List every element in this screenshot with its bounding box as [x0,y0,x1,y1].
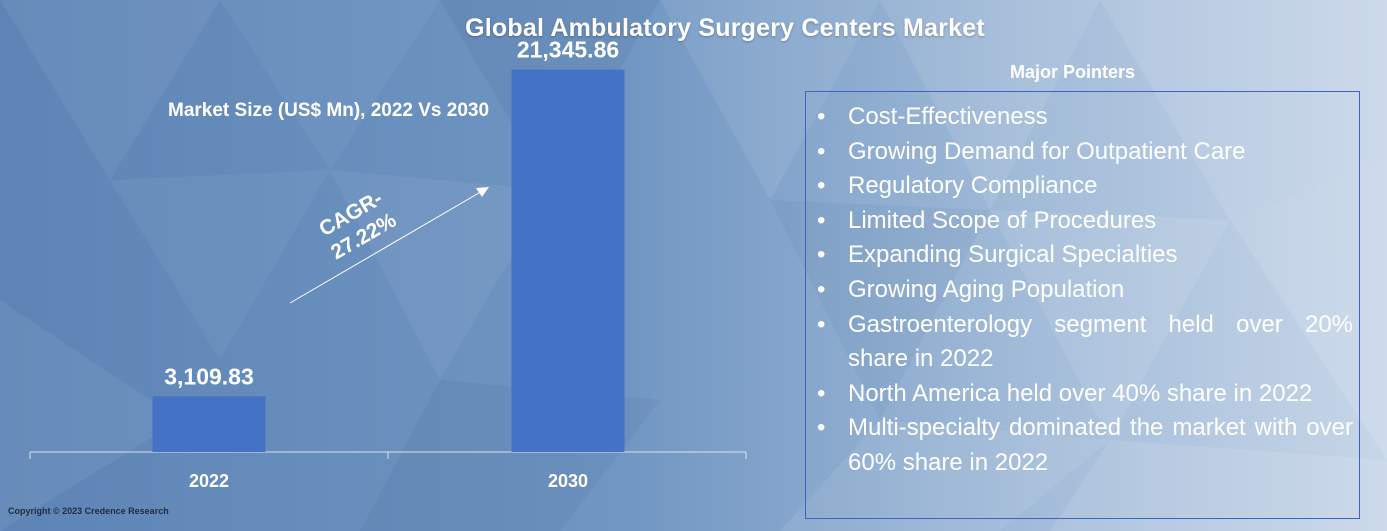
bar-value-label-2030: 21,345.86 [517,37,619,63]
pointers-heading: Major Pointers [1010,62,1136,82]
cagr-arrow-line [289,189,485,304]
pointer-text: Multi-specialty dominated the market wit… [848,414,1353,476]
pointer-item: • Growing Demand for Outpatient Care [817,135,1353,170]
pointer-text: Cost-Effectiveness [848,103,1048,130]
bullet-icon: • [817,206,826,234]
x-tick-label-2030: 2030 [548,471,588,491]
page-title: Global Ambulatory Surgery Centers Market [465,14,985,42]
pointer-item: • Gastroenterology segment held over 20% … [817,308,1353,377]
pointer-item: • Multi-specialty dominated the market wi… [817,411,1353,480]
bullet-icon: • [817,241,826,269]
bullet-icon: • [817,172,826,200]
pointer-item: • North America held over 40% share in 20… [817,377,1353,412]
bullet-icon: • [817,414,826,442]
bullet-icon: • [817,103,826,130]
pointers-list: • Cost-Effectiveness • Growing Demand for O… [806,92,1359,481]
bullet-icon: • [817,275,826,303]
pointer-item: • Expanding Surgical Specialties [817,238,1353,273]
bar-2030 [511,69,625,453]
x-tick-label-2022: 2022 [189,471,229,491]
pointer-text: Gastroenterology segment held over 20% s… [848,310,1353,373]
cagr-annotation: CAGR- 27.22% [289,187,489,304]
copyright-text: Copyright © 2023 Credence Research [8,506,169,516]
pointer-text: Limited Scope of Procedures [848,206,1157,234]
pointer-text: Expanding Surgical Specialties [848,241,1178,269]
bar-value-label-2022: 3,109.83 [164,363,254,389]
pointer-text: Growing Demand for Outpatient Care [848,137,1246,165]
pointer-item: • Cost-Effectiveness [817,100,1353,135]
bullet-icon: • [817,379,826,407]
cagr-arrow-head [476,187,489,197]
pointer-text: North America held over 40% share in 202… [848,379,1313,407]
bar-2022 [152,396,266,452]
bullet-icon: • [817,137,826,165]
pointer-item: • Growing Aging Population [817,273,1353,308]
chart-title: Market Size (US$ Mn), 2022 Vs 2030 [168,100,490,121]
bullet-icon: • [817,310,826,338]
pointer-item: • Limited Scope of Procedures [817,204,1353,239]
pointer-text: Regulatory Compliance [848,172,1098,200]
pointer-text: Growing Aging Population [848,275,1125,303]
pointers-box: • Cost-Effectiveness • Growing Demand for O… [805,91,1360,519]
pointer-item: • Regulatory Compliance [817,169,1353,204]
bar-chart: 3,109.83 2022 21,345.86 2030 CAGR- 27.22% [29,37,747,491]
